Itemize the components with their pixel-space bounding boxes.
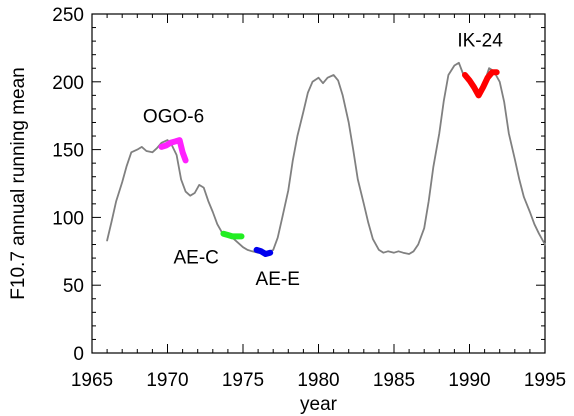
y-tick-label: 200	[52, 73, 84, 94]
highlight-ik-24-line	[462, 69, 500, 99]
y-tick-label: 0	[73, 344, 84, 365]
x-tick-label: 1990	[448, 370, 490, 391]
annotation-label: AE-E	[256, 269, 300, 290]
x-tick-label: 1980	[297, 370, 339, 391]
y-tick-label: 250	[52, 5, 84, 26]
annotation-label: IK-24	[457, 31, 503, 52]
x-tick-label: 1970	[146, 370, 188, 391]
annotation-label: OGO-6	[143, 106, 204, 127]
annotation-label: AE-C	[173, 248, 218, 269]
plot-border	[91, 13, 546, 354]
x-tick-label: 1995	[524, 370, 566, 391]
highlight-ogo-6-line	[158, 137, 189, 164]
x-tick-label: 1965	[71, 370, 113, 391]
y-tick-label: 150	[52, 141, 84, 162]
y-axis-title: F10.7 annual running mean	[8, 67, 29, 299]
highlight-ae-c-line	[220, 230, 245, 240]
x-tick-label: 1975	[222, 370, 264, 391]
series-layer	[106, 61, 546, 257]
highlight-ae-e-line	[253, 246, 274, 257]
y-axis-ticks: 0 50 100 150 200 250	[52, 5, 545, 365]
x-tick-label: 1985	[373, 370, 415, 391]
y-tick-label: 50	[63, 276, 84, 297]
annotation-layer: OGO-6 AE-C AE-E IK-24	[143, 31, 503, 291]
x-axis-title: year	[300, 394, 338, 415]
x-axis-ticks: 1965 1970 1975 1980 1985 1990 1995	[71, 14, 566, 391]
y-tick-label: 100	[52, 208, 84, 229]
plot-frame	[91, 13, 546, 354]
